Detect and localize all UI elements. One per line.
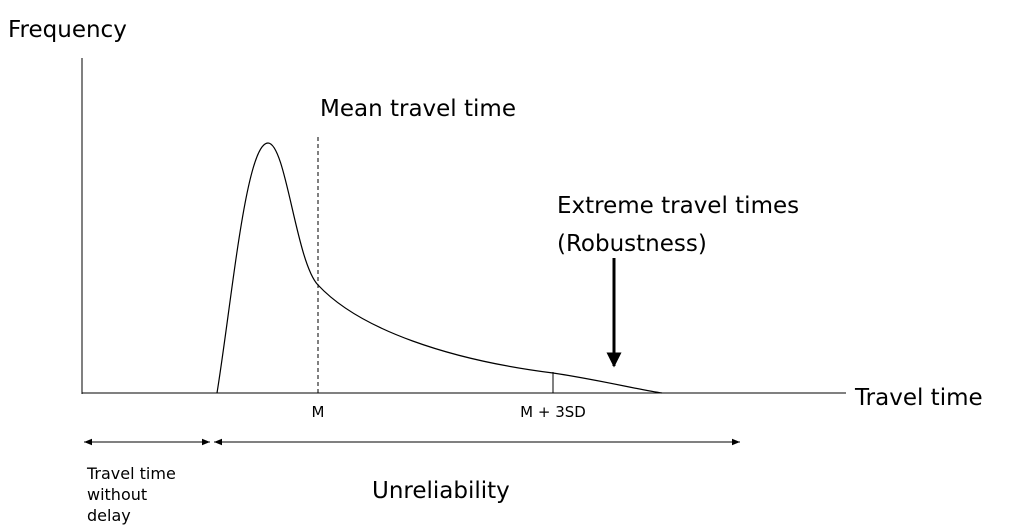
baseline-label: delay bbox=[87, 506, 131, 525]
baseline-label: without bbox=[87, 485, 147, 504]
distribution-curve bbox=[216, 142, 663, 394]
extreme-label: (Robustness) bbox=[557, 231, 707, 257]
extreme-label: Extreme travel times bbox=[557, 193, 799, 219]
unreliability-label: Unreliability bbox=[372, 478, 510, 504]
m3sd-label: M + 3SD bbox=[520, 403, 586, 421]
y-axis-label: Frequency bbox=[8, 17, 127, 43]
m-label: M bbox=[312, 403, 325, 421]
mean-label: Mean travel time bbox=[320, 96, 516, 122]
baseline-label: Travel time bbox=[86, 464, 176, 483]
x-axis-label: Travel time bbox=[854, 385, 983, 411]
